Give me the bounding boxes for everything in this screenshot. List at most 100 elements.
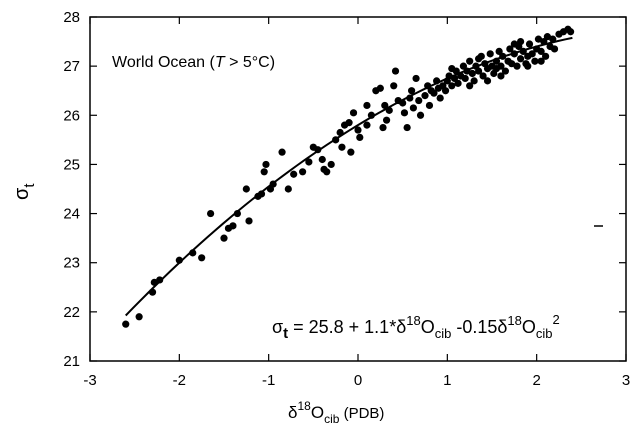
- data-point: [354, 126, 362, 134]
- data-point: [543, 33, 551, 41]
- data-point: [486, 50, 494, 58]
- data-point: [207, 209, 215, 218]
- data-point: [461, 74, 469, 83]
- fit-curve: [125, 36, 573, 317]
- data-point: [448, 82, 456, 90]
- x-label-delta: δ: [288, 403, 297, 422]
- y-tick-label: 22: [63, 304, 80, 321]
- eq-sup1: 18: [406, 313, 420, 328]
- y-tick-label: 24: [63, 206, 80, 223]
- data-point: [376, 84, 384, 92]
- eq-part1: = 25.8 + 1.1*δ: [288, 317, 406, 337]
- data-point: [257, 190, 266, 198]
- data-point: [242, 185, 250, 193]
- annotation-text: World Ocean (T > 5°C): [112, 54, 275, 71]
- data-point: [528, 50, 536, 58]
- data-point: [567, 28, 575, 36]
- data-point: [260, 168, 268, 176]
- data-point: [412, 74, 420, 83]
- data-point: [305, 158, 313, 166]
- data-point: [391, 67, 400, 75]
- data-point: [229, 222, 237, 230]
- data-point: [430, 89, 438, 97]
- data-point: [531, 57, 539, 65]
- data-point: [245, 217, 253, 225]
- eq-lhs-sub: t: [283, 325, 288, 342]
- data-point: [156, 276, 164, 284]
- data-point: [508, 60, 516, 68]
- data-point: [415, 96, 423, 105]
- data-point: [534, 35, 543, 43]
- data-point: [448, 65, 456, 73]
- data-point: [454, 79, 462, 87]
- fit-equation: σt = 25.8 + 1.1*δ18Ocib -0.15δ18Ocib2: [272, 312, 560, 342]
- annotation-variable: T: [215, 54, 226, 71]
- data-point: [468, 69, 476, 78]
- y-label-sub: t: [21, 183, 38, 188]
- data-point: [363, 121, 371, 129]
- data-point: [441, 87, 450, 95]
- data-point: [524, 62, 532, 70]
- x-tick-label: -3: [83, 372, 96, 389]
- x-axis-label: δ18Ocib (PDB): [288, 399, 384, 426]
- data-point: [135, 313, 143, 321]
- x-label-sub: cib: [324, 412, 340, 426]
- data-point: [403, 123, 411, 132]
- data-point: [299, 168, 307, 176]
- data-point: [347, 148, 355, 156]
- eq-sup3: 2: [553, 312, 560, 327]
- data-point: [501, 67, 509, 75]
- x-tick-label: -1: [262, 372, 275, 389]
- y-tick-label: 23: [63, 255, 80, 272]
- data-point: [513, 62, 521, 70]
- x-label-o: O: [311, 403, 324, 422]
- y-tick-label: 26: [63, 107, 80, 124]
- data-point: [363, 101, 371, 110]
- x-tick-label: 0: [354, 372, 362, 389]
- data-point: [475, 67, 483, 75]
- data-point: [379, 123, 387, 132]
- data-point: [318, 155, 326, 164]
- data-point: [381, 101, 389, 110]
- data-point: [409, 104, 417, 112]
- data-point: [550, 45, 559, 53]
- y-tick-label: 28: [63, 9, 80, 26]
- data-point: [497, 72, 505, 80]
- x-tick-label: -2: [173, 372, 186, 389]
- data-point: [262, 160, 270, 169]
- data-point: [284, 185, 292, 193]
- data-point: [475, 55, 483, 63]
- data-point: [537, 47, 545, 56]
- data-point: [516, 55, 525, 63]
- data-point: [278, 148, 286, 156]
- data-point: [425, 101, 434, 110]
- y-tick-label: 21: [63, 353, 80, 370]
- data-point: [198, 254, 206, 262]
- eq-lhs: σ: [272, 317, 283, 337]
- data-point: [470, 77, 478, 85]
- data-point: [382, 116, 391, 124]
- y-axis-ticks: 21 22 23 24 25 26 27 28: [63, 9, 626, 370]
- x-tick-label: 2: [532, 372, 540, 389]
- data-point: [290, 170, 298, 178]
- data-point: [525, 40, 534, 48]
- eq-part2: -0.15δ: [451, 317, 507, 337]
- data-point: [408, 87, 416, 95]
- data-point: [345, 119, 353, 127]
- data-point: [327, 160, 335, 169]
- data-point: [483, 77, 492, 85]
- data-point: [466, 57, 474, 65]
- data-point: [400, 109, 409, 117]
- y-tick-label: 27: [63, 58, 80, 75]
- eq-sub2: cib: [536, 326, 553, 341]
- data-point: [516, 37, 525, 46]
- data-point: [466, 82, 474, 90]
- annotation-label: World Ocean (: [112, 54, 216, 71]
- x-tick-label: 1: [443, 372, 451, 389]
- data-point: [416, 111, 425, 119]
- data-point: [390, 82, 398, 90]
- x-label-unit: (PDB): [339, 405, 384, 422]
- data-point: [122, 320, 130, 328]
- data-point: [349, 109, 358, 117]
